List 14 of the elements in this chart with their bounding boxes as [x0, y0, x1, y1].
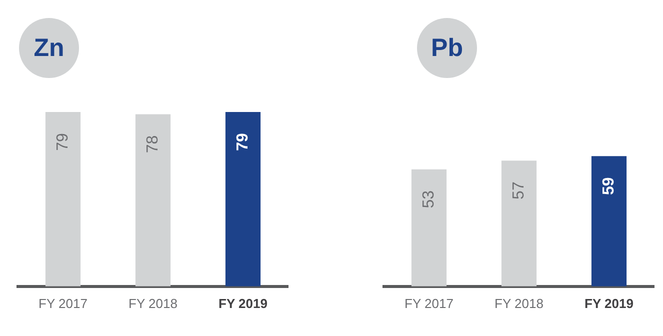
data-label: 57 — [510, 182, 528, 200]
data-label: 59 — [600, 177, 618, 196]
chart-title: Zn — [19, 18, 79, 78]
x-tick-label: FY 2019 — [584, 296, 634, 311]
x-tick-label: FY 2017 — [38, 296, 88, 311]
x-tick-label: FY 2017 — [404, 296, 454, 311]
x-tick-label: FY 2019 — [218, 296, 268, 311]
x-tick-label: FY 2018 — [494, 296, 544, 311]
data-label: 78 — [144, 135, 162, 154]
x-tick-label: FY 2018 — [128, 296, 178, 311]
data-label: 53 — [420, 190, 438, 208]
chart-title: Pb — [417, 18, 477, 78]
data-label: 79 — [234, 133, 252, 151]
data-label: 79 — [54, 133, 72, 151]
